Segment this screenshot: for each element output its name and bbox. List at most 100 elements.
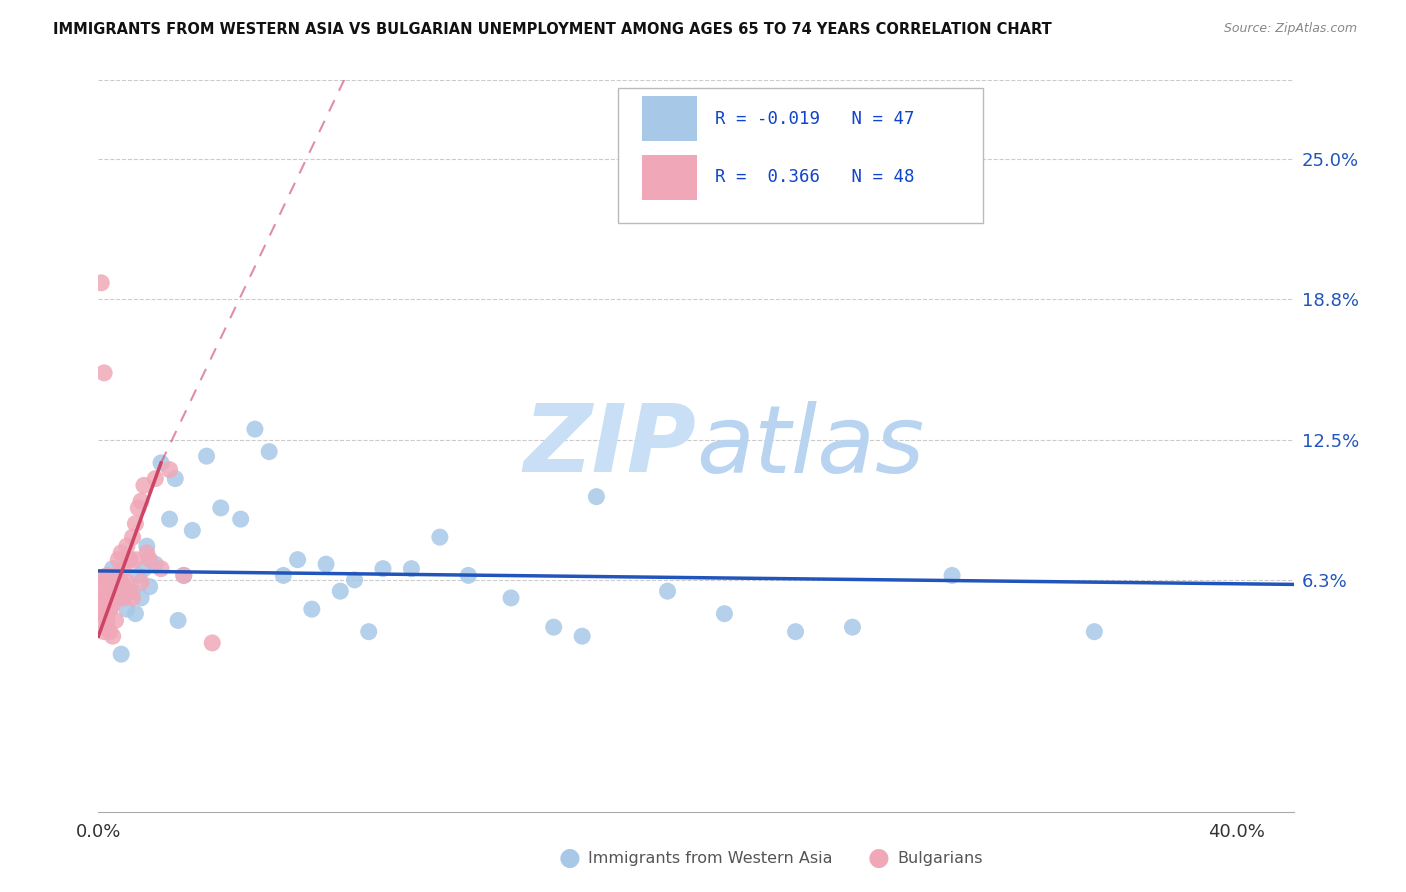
Point — [96, 584, 118, 599]
Point — [110, 647, 132, 661]
Point — [138, 580, 160, 594]
FancyBboxPatch shape — [643, 155, 697, 200]
Point — [229, 512, 252, 526]
Text: R =  0.366   N = 48: R = 0.366 N = 48 — [716, 169, 914, 186]
Text: ●: ● — [868, 847, 890, 870]
Point — [657, 584, 679, 599]
Point — [118, 584, 141, 599]
Point — [195, 449, 218, 463]
Point — [96, 614, 118, 628]
Text: atlas: atlas — [696, 401, 924, 491]
Point — [315, 557, 337, 571]
Point — [93, 366, 115, 380]
Point — [96, 598, 118, 612]
Point — [243, 422, 266, 436]
Point — [585, 490, 607, 504]
Point — [104, 568, 127, 582]
Point — [129, 575, 152, 590]
Point — [90, 614, 112, 628]
Point — [115, 602, 138, 616]
Point — [543, 620, 565, 634]
Point — [457, 568, 479, 582]
Point — [165, 472, 187, 486]
Point — [785, 624, 807, 639]
Point — [127, 500, 149, 515]
Point — [112, 562, 135, 576]
Point — [124, 516, 146, 531]
Point — [96, 568, 118, 582]
Point — [104, 614, 127, 628]
Point — [371, 562, 394, 576]
Point — [173, 568, 195, 582]
Point — [90, 276, 112, 290]
Text: ZIP: ZIP — [523, 400, 696, 492]
Point — [429, 530, 451, 544]
Point — [115, 575, 138, 590]
Point — [150, 562, 173, 576]
Point — [357, 624, 380, 639]
Point — [112, 580, 135, 594]
Point — [101, 562, 124, 576]
Point — [132, 478, 155, 492]
Point — [110, 546, 132, 560]
Point — [713, 607, 735, 621]
Point — [93, 607, 115, 621]
Point — [110, 575, 132, 590]
Point — [115, 539, 138, 553]
Point — [329, 584, 352, 599]
Point — [209, 500, 232, 515]
Text: Immigrants from Western Asia: Immigrants from Western Asia — [588, 851, 832, 865]
Point — [101, 598, 124, 612]
Point — [129, 591, 152, 605]
Point — [118, 552, 141, 566]
Point — [167, 614, 190, 628]
Point — [96, 573, 118, 587]
FancyBboxPatch shape — [619, 87, 983, 223]
FancyBboxPatch shape — [643, 96, 697, 141]
Point — [132, 562, 155, 576]
Text: IMMIGRANTS FROM WESTERN ASIA VS BULGARIAN UNEMPLOYMENT AMONG AGES 65 TO 74 YEARS: IMMIGRANTS FROM WESTERN ASIA VS BULGARIA… — [53, 22, 1052, 37]
Point — [1083, 624, 1105, 639]
Point — [150, 456, 173, 470]
Point — [127, 568, 149, 582]
Point — [90, 598, 112, 612]
Point — [571, 629, 593, 643]
Point — [257, 444, 280, 458]
Point — [121, 530, 143, 544]
Point — [343, 573, 366, 587]
Point — [107, 584, 129, 599]
Point — [121, 591, 143, 605]
Point — [159, 512, 181, 526]
Point — [129, 494, 152, 508]
Point — [143, 557, 166, 571]
Point — [499, 591, 522, 605]
Point — [135, 539, 157, 553]
Point — [401, 562, 423, 576]
Point — [121, 584, 143, 599]
Point — [124, 552, 146, 566]
Point — [273, 568, 295, 582]
Text: Bulgarians: Bulgarians — [897, 851, 983, 865]
Point — [98, 624, 121, 639]
Point — [841, 620, 863, 634]
Point — [301, 602, 323, 616]
Text: R = -0.019   N = 47: R = -0.019 N = 47 — [716, 110, 914, 128]
Point — [201, 636, 224, 650]
Text: ●: ● — [558, 847, 581, 870]
Point — [93, 575, 115, 590]
Point — [93, 591, 115, 605]
Point — [93, 624, 115, 639]
Point — [124, 607, 146, 621]
Point — [107, 552, 129, 566]
Point — [98, 580, 121, 594]
Point — [101, 629, 124, 643]
Point — [287, 552, 309, 566]
Point — [159, 462, 181, 476]
Point — [143, 472, 166, 486]
Point — [118, 552, 141, 566]
Point — [112, 591, 135, 605]
Point — [104, 591, 127, 605]
Point — [90, 573, 112, 587]
Point — [181, 524, 204, 538]
Point — [101, 580, 124, 594]
